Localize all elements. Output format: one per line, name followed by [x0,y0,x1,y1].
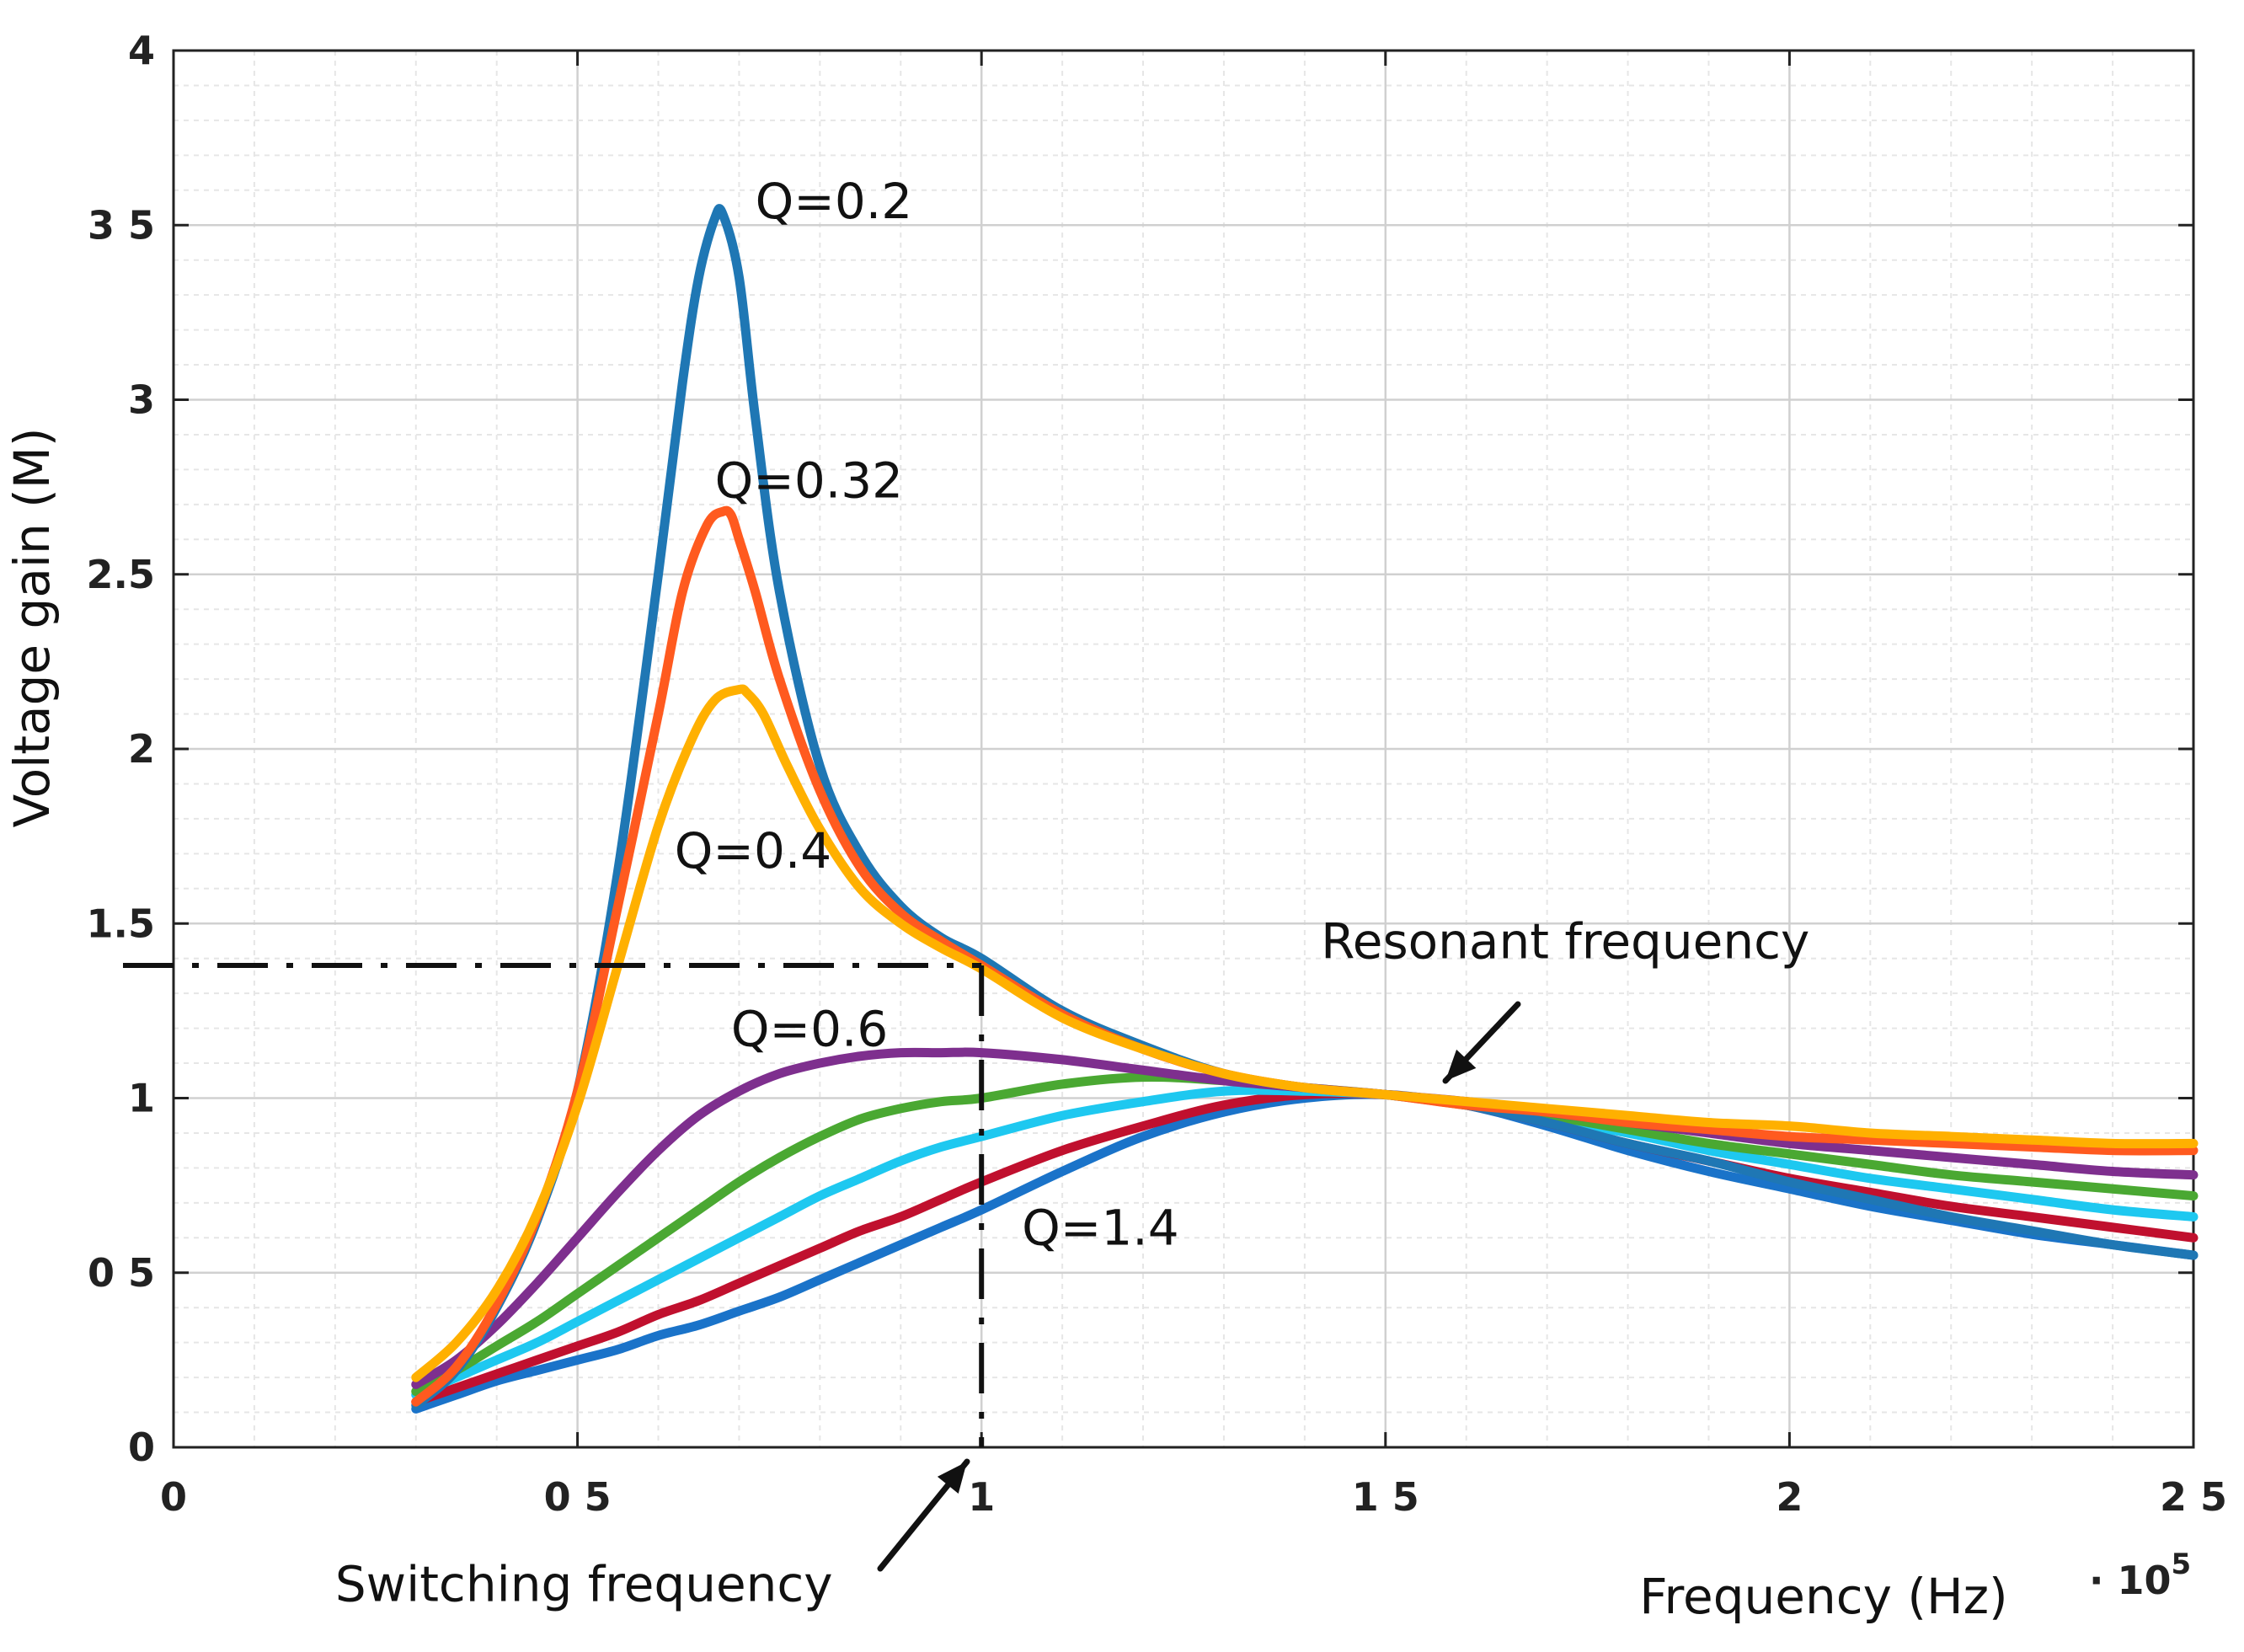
arrows [877,1001,1521,1572]
series-line-q-0-8 [411,1072,2199,1397]
series-line-q-0-2 [411,204,2199,1410]
switching-frequency-arrow-head [937,1462,967,1494]
series-line-q-0-32 [411,505,2199,1407]
x-tick-label: 1 [968,1474,995,1520]
y-tick-label: 2 [128,726,155,772]
annotation-q-0-6: Q=0.6 [731,1000,889,1057]
x-axis-title: Frequency (Hz) [1639,1568,2007,1625]
y-tick-label: 1.5 [87,901,156,946]
y-tick-labels: 0 0 5 1 1.5 2 2.5 3 3 5 4 [87,28,156,1470]
series-line-q-0-6 [411,1047,2199,1389]
reference-lines [123,962,985,1447]
y-axis-title: Voltage gain (M) [3,428,61,828]
x-axis-exponent-label: · 105 [2089,1548,2191,1603]
y-tick-label: 3 [128,377,155,423]
series-line-q-1-4 [411,1089,2199,1414]
annotation-q-0-32: Q=0.32 [715,452,903,510]
x-tick-label: 2 [1776,1474,1803,1520]
annotation-switching-frequency: Switching frequency [335,1555,833,1612]
series-line-q-1-0 [411,1085,2199,1400]
annotations: Q=0.2 Q=0.32 Q=0.4 Q=0.6 Q=1.4 Resonant frequ… [335,173,1809,1612]
annotation-q-0-4: Q=0.4 [675,822,832,879]
resonant-frequency-arrow [1442,1001,1521,1084]
y-tick-label: 0 [128,1425,155,1470]
x-tick-label: 0 5 [544,1474,612,1520]
axis-ticks [172,49,2195,1449]
annotation-q-0-2: Q=0.2 [756,173,913,230]
x-tick-label: 0 [160,1474,187,1520]
x-axis-exponent-base: · 10 [2089,1558,2172,1603]
y-tick-label: 3 5 [88,202,155,248]
y-tick-label: 1 [128,1076,155,1121]
x-tick-labels: 0 0 5 1 1 5 2 2 5 [160,1474,2227,1520]
y-tick-label: 4 [128,28,155,73]
series-line-q-1-2 [411,1088,2199,1407]
annotation-q-1-4: Q=1.4 [1022,1200,1179,1257]
y-tick-label: 2.5 [87,552,156,597]
x-tick-label: 1 5 [1352,1474,1419,1520]
y-tick-label: 0 5 [88,1250,155,1296]
switching-frequency-arrow [877,1458,970,1572]
x-axis-exponent-power: 5 [2172,1548,2192,1581]
annotation-resonant-frequency: Resonant frequency [1321,913,1809,970]
x-tick-label: 2 5 [2160,1474,2227,1520]
resonant-frequency-arrow-head [1445,1049,1477,1081]
